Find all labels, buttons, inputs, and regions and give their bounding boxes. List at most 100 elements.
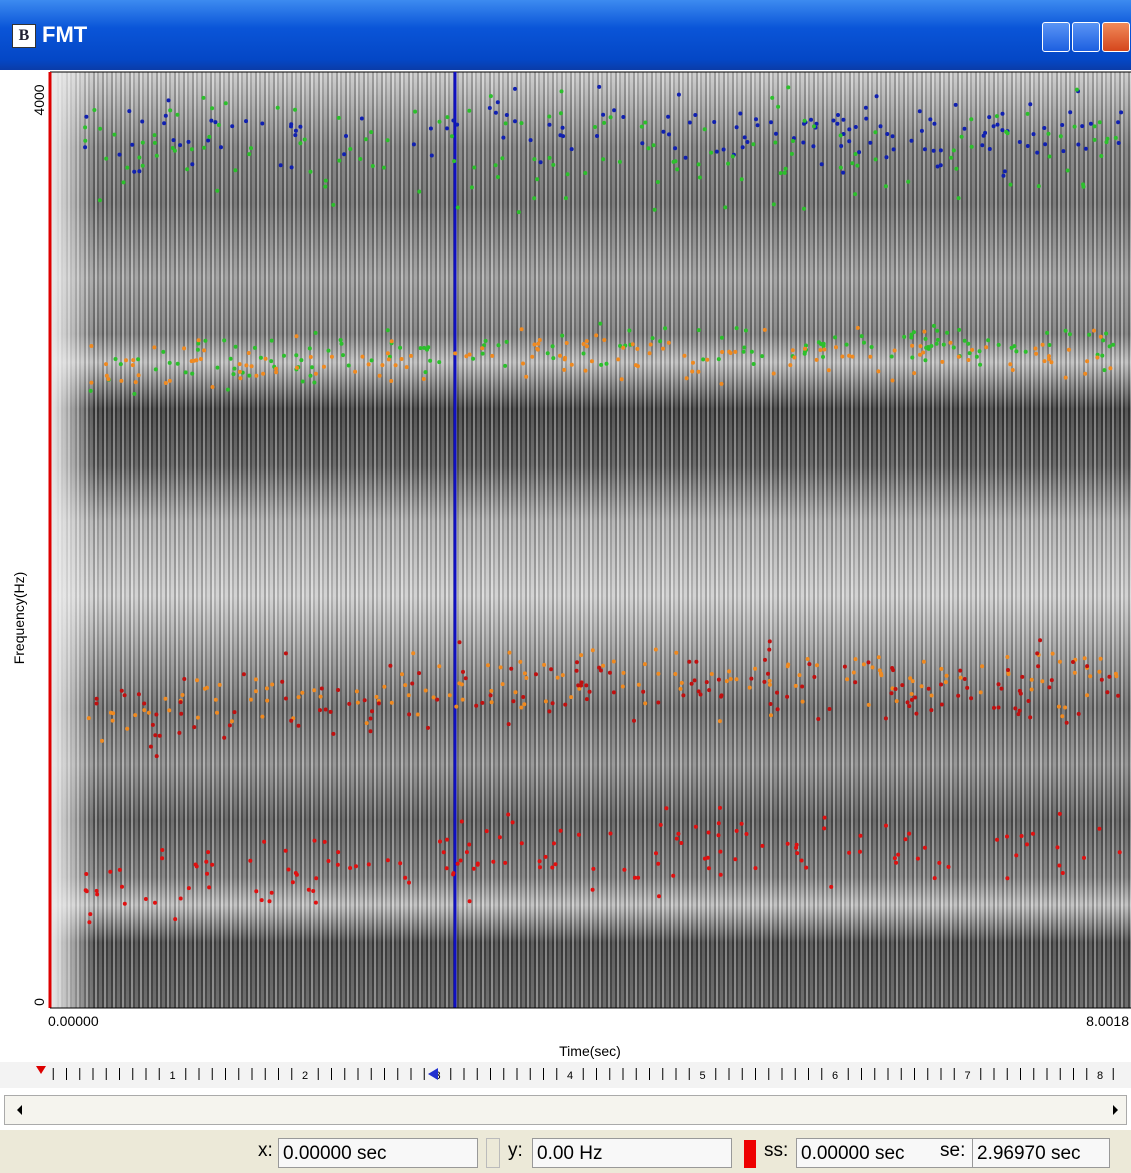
formant-dot — [962, 126, 967, 131]
formant-dot — [472, 165, 477, 170]
formant-dot — [636, 875, 641, 880]
formant-dot — [666, 114, 671, 119]
formant-dot — [296, 695, 301, 700]
formant-dot — [640, 141, 645, 146]
formant-dot — [83, 888, 88, 893]
formant-dot — [906, 179, 911, 184]
formant-dot — [299, 358, 304, 363]
formant-dot — [812, 675, 817, 679]
formant-dot — [83, 145, 88, 150]
formant-dot — [805, 657, 810, 661]
formant-dot — [687, 659, 692, 664]
formant-dot — [172, 148, 177, 153]
formant-dot — [259, 898, 264, 903]
formant-dot — [222, 735, 227, 740]
formant-dot — [426, 725, 430, 730]
formant-dot — [892, 348, 897, 353]
formant-dot — [938, 148, 943, 153]
formant-dot — [354, 864, 358, 869]
formant-dot — [100, 738, 104, 743]
formant-dot — [604, 361, 609, 366]
formant-dot — [694, 659, 699, 664]
formant-dot — [269, 338, 274, 343]
scrollbar[interactable] — [4, 1095, 1127, 1125]
formant-dot — [92, 108, 97, 112]
formant-dot — [621, 670, 626, 675]
formant-dot — [574, 668, 579, 673]
formant-dot — [999, 686, 1004, 691]
formant-dot — [254, 889, 259, 894]
formant-dot — [885, 132, 890, 136]
spectrogram-edge — [50, 72, 95, 1008]
scroll-right[interactable] — [1113, 1105, 1118, 1115]
formant-dot — [890, 134, 895, 139]
formant-dot — [311, 889, 316, 893]
formant-dot — [728, 351, 733, 355]
formant-dot — [674, 836, 679, 841]
formant-dot — [521, 361, 525, 366]
formant-dot — [829, 884, 834, 889]
formant-dot — [811, 144, 816, 149]
formant-dot — [274, 366, 279, 371]
formant-dot — [241, 672, 246, 677]
formant-dot — [137, 155, 142, 160]
formant-dot — [716, 357, 721, 362]
formant-dot — [449, 134, 454, 139]
close-button[interactable] — [1102, 22, 1130, 52]
formant-dot — [769, 120, 773, 125]
formant-dot — [140, 163, 145, 168]
scroll-left[interactable] — [17, 1105, 22, 1115]
formant-dot — [579, 680, 584, 685]
formant-dot — [455, 122, 460, 127]
formant-dot — [818, 348, 823, 352]
formant-dot — [692, 678, 697, 683]
formant-dot — [480, 351, 485, 356]
formant-dot — [734, 125, 739, 130]
formant-dot — [98, 126, 103, 131]
formant-dot — [1023, 349, 1028, 354]
formant-dot — [719, 381, 724, 386]
formant-dot — [415, 712, 420, 717]
formant-dot — [693, 824, 698, 829]
formant-dot — [851, 670, 856, 675]
formant-dot — [891, 147, 896, 152]
formant-dot — [690, 369, 695, 374]
formant-dot — [431, 695, 436, 700]
maximize-button[interactable] — [1072, 22, 1100, 52]
formant-dot — [1008, 362, 1013, 367]
formant-dot — [800, 684, 805, 689]
formant-dot — [601, 663, 606, 668]
formant-dot — [598, 321, 603, 326]
formant-dot — [607, 670, 612, 675]
formant-dot — [336, 688, 341, 692]
formant-dot — [186, 886, 191, 891]
formant-dot — [831, 118, 836, 123]
formant-dot — [620, 684, 625, 689]
formant-dot — [861, 662, 866, 667]
formant-dot — [858, 833, 863, 838]
spectrogram — [50, 72, 1131, 1008]
formant-dot — [1098, 656, 1103, 661]
minimize-button[interactable] — [1042, 22, 1070, 52]
formant-dot — [1083, 146, 1088, 151]
status-value: 0.00000 sec — [796, 1138, 996, 1168]
formant-dot — [280, 679, 285, 684]
formant-dot — [1063, 705, 1068, 710]
formant-dot — [358, 157, 363, 161]
status-divider — [486, 1138, 500, 1168]
formant-dot — [785, 694, 790, 699]
formant-dot — [877, 668, 882, 673]
formant-dot — [1060, 123, 1065, 127]
formant-dot — [771, 202, 776, 207]
formant-dot — [1029, 677, 1034, 682]
formant-dot — [1119, 110, 1124, 115]
time-ruler[interactable]: 12345678 — [0, 1062, 1131, 1088]
formant-dot — [608, 115, 613, 120]
formant-dot — [1034, 351, 1039, 356]
formant-dot — [1014, 853, 1019, 858]
formant-dot — [331, 731, 336, 736]
formant-dot — [883, 184, 888, 189]
formant-dot — [417, 671, 422, 676]
formant-dot — [619, 377, 624, 382]
formant-dot — [232, 710, 237, 715]
